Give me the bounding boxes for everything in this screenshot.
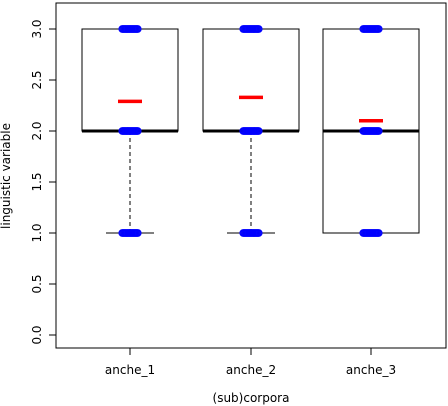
box-rect (202, 28, 300, 132)
box-anche_1 (81, 25, 179, 237)
data-points (359, 25, 383, 33)
data-points (239, 127, 263, 135)
box-anche_2 (202, 25, 300, 237)
y-tick-label: 2.5 (30, 70, 44, 89)
box-anche_3 (322, 25, 420, 237)
y-tick-label: 3.0 (30, 19, 44, 38)
x-axis: anche_1 anche_2 anche_3 (105, 347, 396, 377)
data-points (118, 229, 142, 237)
data-point (254, 229, 263, 237)
y-tick-label: 1.0 (30, 223, 44, 242)
data-point (133, 25, 142, 33)
data-points (118, 25, 142, 33)
data-point (133, 127, 142, 135)
data-point (254, 127, 263, 135)
data-points (118, 127, 142, 135)
data-points (359, 229, 383, 237)
data-points (359, 127, 383, 135)
y-axis: 0.0 0.5 1.0 1.5 2.0 2.5 3.0 (30, 19, 57, 345)
x-axis-label: (sub)corpora (213, 391, 290, 405)
data-point (133, 229, 142, 237)
data-point (254, 25, 263, 33)
x-tick-label: anche_1 (105, 363, 155, 377)
x-tick-label: anche_2 (226, 363, 276, 377)
boxes-layer (81, 25, 420, 237)
data-points (239, 25, 263, 33)
y-tick-label: 1.5 (30, 172, 44, 191)
data-point (374, 127, 383, 135)
x-tick-label: anche_3 (346, 363, 396, 377)
data-point (374, 229, 383, 237)
y-tick-label: 2.0 (30, 121, 44, 140)
y-tick-label: 0.0 (30, 325, 44, 344)
y-tick-label: 0.5 (30, 274, 44, 293)
data-point (374, 25, 383, 33)
y-axis-label: linguistic variable (0, 123, 13, 229)
box-rect (81, 28, 179, 132)
data-points (239, 229, 263, 237)
